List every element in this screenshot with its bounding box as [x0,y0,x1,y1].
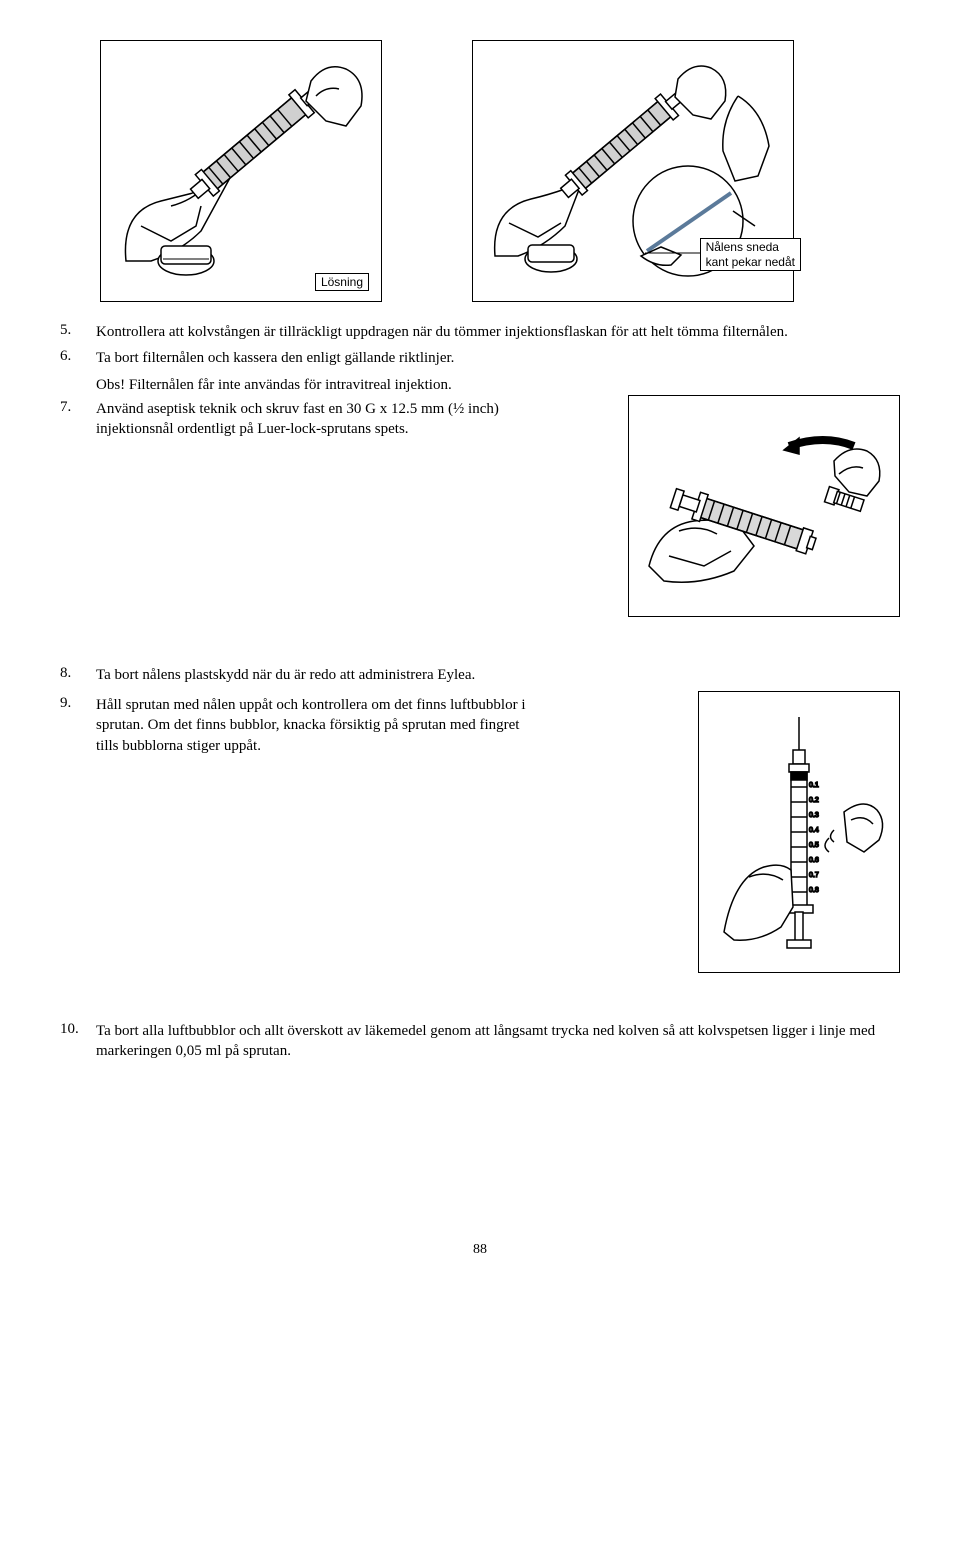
step-5: 5. Kontrollera att kolvstången är tillrä… [60,322,900,342]
step-9-block: 0.1 0.2 0.3 0.4 0.5 0.6 0.7 0.8 [60,691,900,993]
step-8-text: Ta bort nålens plastskydd när du är redo… [96,665,900,685]
step-5-number: 5. [60,322,96,342]
step-7-block: 7. Använd aseptisk teknik och skruv fast… [60,395,900,637]
step-6-note: Obs! Filternålen får inte användas för i… [96,375,900,395]
step-7-text: Använd aseptisk teknik och skruv fast en… [96,399,516,440]
svg-text:0.6: 0.6 [809,857,819,864]
svg-text:0.3: 0.3 [809,812,819,819]
svg-text:0.5: 0.5 [809,842,819,849]
illustration-tap-bubbles: 0.1 0.2 0.3 0.4 0.5 0.6 0.7 0.8 [709,702,889,962]
step-9-number: 9. [60,695,96,756]
svg-text:0.7: 0.7 [809,872,819,879]
step-6-number: 6. [60,348,96,368]
caption-losning: Lösning [315,273,369,291]
page-number: 88 [60,1242,900,1258]
svg-text:0.4: 0.4 [809,827,819,834]
step-10-number: 10. [60,1021,96,1062]
figure-step9: 0.1 0.2 0.3 0.4 0.5 0.6 0.7 0.8 [698,691,900,973]
step-8: 8. Ta bort nålens plastskydd när du är r… [60,665,900,685]
svg-text:0.8: 0.8 [809,887,819,894]
figure-step4a: Lösning [100,40,382,302]
step-10: 10. Ta bort alla luftbubblor och allt öv… [60,1021,900,1062]
top-figure-row: Lösning [100,40,900,302]
step-8-number: 8. [60,665,96,685]
svg-text:0.2: 0.2 [809,797,819,804]
figure-step4b: Nålens sneda kant pekar nedåt [472,40,794,302]
step-10-text: Ta bort alla luftbubblor och allt översk… [96,1021,900,1062]
step-6-text: Ta bort filternålen och kassera den enli… [96,348,900,368]
svg-text:0.1: 0.1 [809,782,819,789]
illustration-syringe-vial-a [111,51,371,291]
caption-needle-bevel: Nålens sneda kant pekar nedåt [700,238,801,271]
step-5-text: Kontrollera att kolvstången är tillräckl… [96,322,900,342]
figure-step7 [628,395,900,617]
illustration-attach-needle [639,406,889,606]
step-9-text: Håll sprutan med nålen uppåt och kontrol… [96,695,536,756]
step-7-number: 7. [60,399,96,440]
step-6: 6. Ta bort filternålen och kassera den e… [60,348,900,368]
